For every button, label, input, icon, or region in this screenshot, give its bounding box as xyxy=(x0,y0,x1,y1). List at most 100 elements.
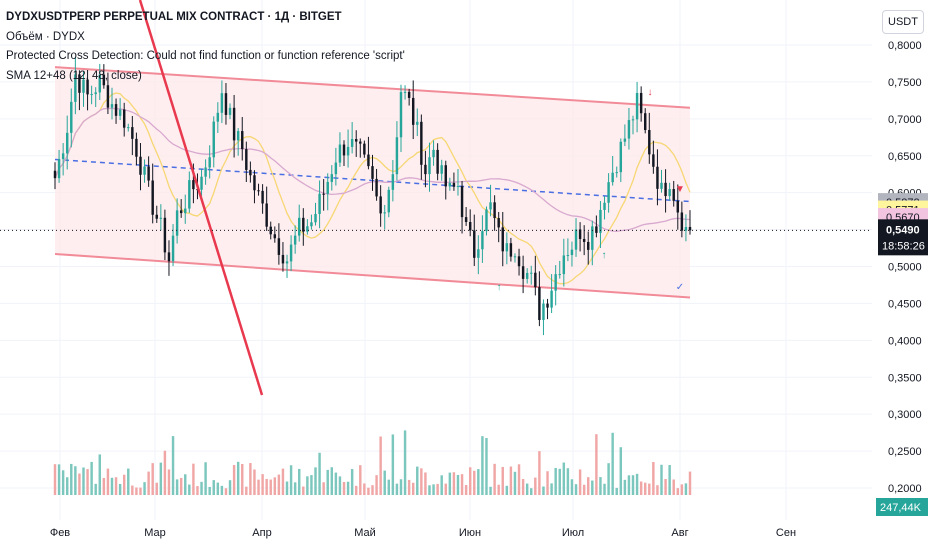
candle-body xyxy=(574,229,578,250)
candle-body xyxy=(591,226,594,250)
candle-body xyxy=(135,138,138,157)
candle-body xyxy=(310,222,313,227)
trendline[interactable] xyxy=(138,0,264,396)
volume-bar xyxy=(127,468,130,495)
volume-bar xyxy=(395,483,399,495)
y-tick-label: 0,7500 xyxy=(888,77,922,89)
indicator-error-legend[interactable]: Protected Cross Detection: Could not fin… xyxy=(6,50,405,62)
volume-bar xyxy=(424,472,427,495)
candle-body xyxy=(607,182,610,203)
candle-body xyxy=(440,165,443,174)
candle-body xyxy=(416,121,419,125)
x-tick-label: Июн xyxy=(459,527,481,539)
x-tick-label: Май xyxy=(354,527,376,539)
buy-signal-marker: ↑ xyxy=(602,250,607,261)
symbol-title[interactable]: DYDXUSDTPERP PERPETUAL MIX CONTRACT · 1Д… xyxy=(6,11,342,23)
candle-body xyxy=(456,186,460,188)
candle-body xyxy=(411,97,415,125)
candle-body xyxy=(212,121,215,158)
volume-bar xyxy=(497,484,500,495)
last-price-tag: 0,5490 xyxy=(886,224,920,236)
candle-body xyxy=(350,139,354,147)
volume-bar xyxy=(631,475,635,495)
candle-body xyxy=(94,92,97,95)
candle-body xyxy=(359,141,362,144)
sma-legend[interactable]: SMA 12+48 (12, 48, close) xyxy=(6,69,142,82)
volume-bar xyxy=(338,476,342,495)
volume-bar xyxy=(411,482,415,495)
volume-bar xyxy=(65,477,69,495)
time-axis[interactable]: Фев Мар Апр Май Июн Июл Авг Сен xyxy=(50,527,796,539)
volume-bar xyxy=(501,466,504,495)
candle-body xyxy=(306,226,309,232)
candle-body xyxy=(367,154,370,167)
volume-bar xyxy=(676,488,680,495)
volume-bar xyxy=(285,481,289,495)
volume-bar xyxy=(485,438,488,495)
candle-body xyxy=(570,249,574,256)
candle-body xyxy=(623,138,627,142)
candle-body xyxy=(444,165,447,187)
volume-bar xyxy=(668,465,671,495)
candle-body xyxy=(371,166,374,179)
volume-bar xyxy=(652,461,655,495)
volume-bar xyxy=(448,472,452,495)
candle-body xyxy=(220,93,224,113)
candle-body xyxy=(595,226,598,233)
candle-body xyxy=(383,212,386,214)
volume-bar xyxy=(94,483,97,495)
volume-legend[interactable]: Объём · DYDX xyxy=(6,30,85,43)
volume-bar xyxy=(212,480,215,495)
candle-body xyxy=(615,172,618,174)
candle-body xyxy=(285,261,289,264)
volume-bar xyxy=(635,473,639,495)
volume-bar xyxy=(265,478,268,495)
currency-button[interactable]: USDT xyxy=(882,10,924,34)
price-axis[interactable]: 0,80000,75000,70000,65000,60000,55000,50… xyxy=(888,40,922,495)
volume-bar xyxy=(302,486,305,495)
candle-body xyxy=(562,255,566,275)
volume-bar xyxy=(481,436,484,495)
volume-bar xyxy=(82,467,85,495)
candle-body xyxy=(582,238,586,242)
candle-body xyxy=(420,121,423,165)
candle-body xyxy=(509,243,513,257)
candle-body xyxy=(521,266,525,279)
candle-body xyxy=(78,74,81,93)
candle-body xyxy=(448,183,452,187)
volume-bar xyxy=(277,474,281,495)
candle-body xyxy=(293,235,297,245)
volume-bar xyxy=(236,461,240,495)
volume-bar xyxy=(74,466,77,495)
volume-bar xyxy=(363,483,366,495)
y-tick-label: 0,8000 xyxy=(888,40,922,52)
y-tick-label: 0,5000 xyxy=(888,262,922,274)
candle-body xyxy=(354,139,358,142)
candle-body xyxy=(525,272,529,279)
volume-bar xyxy=(452,472,456,495)
volume-bar xyxy=(171,436,175,495)
y-tick-label: 0,3500 xyxy=(888,372,922,384)
volume-bar xyxy=(179,477,183,495)
volume-bar xyxy=(391,434,395,495)
candle-body xyxy=(53,170,57,179)
candle-body xyxy=(664,182,667,197)
volume-bar xyxy=(159,462,163,495)
volume-bar xyxy=(399,479,403,495)
candle-body xyxy=(387,189,391,213)
candle-body xyxy=(122,109,126,128)
volume-bars xyxy=(53,430,692,495)
volume-bar xyxy=(460,474,464,495)
volume-bar xyxy=(184,474,187,495)
candle-body xyxy=(391,174,395,190)
candle-body xyxy=(558,274,561,276)
candle-body xyxy=(298,217,301,236)
candle-body xyxy=(668,189,671,197)
volume-bar xyxy=(517,464,521,495)
volume-bar xyxy=(322,482,325,495)
volume-bar xyxy=(269,479,272,495)
volume-bar xyxy=(623,479,627,495)
volume-bar xyxy=(131,485,134,495)
